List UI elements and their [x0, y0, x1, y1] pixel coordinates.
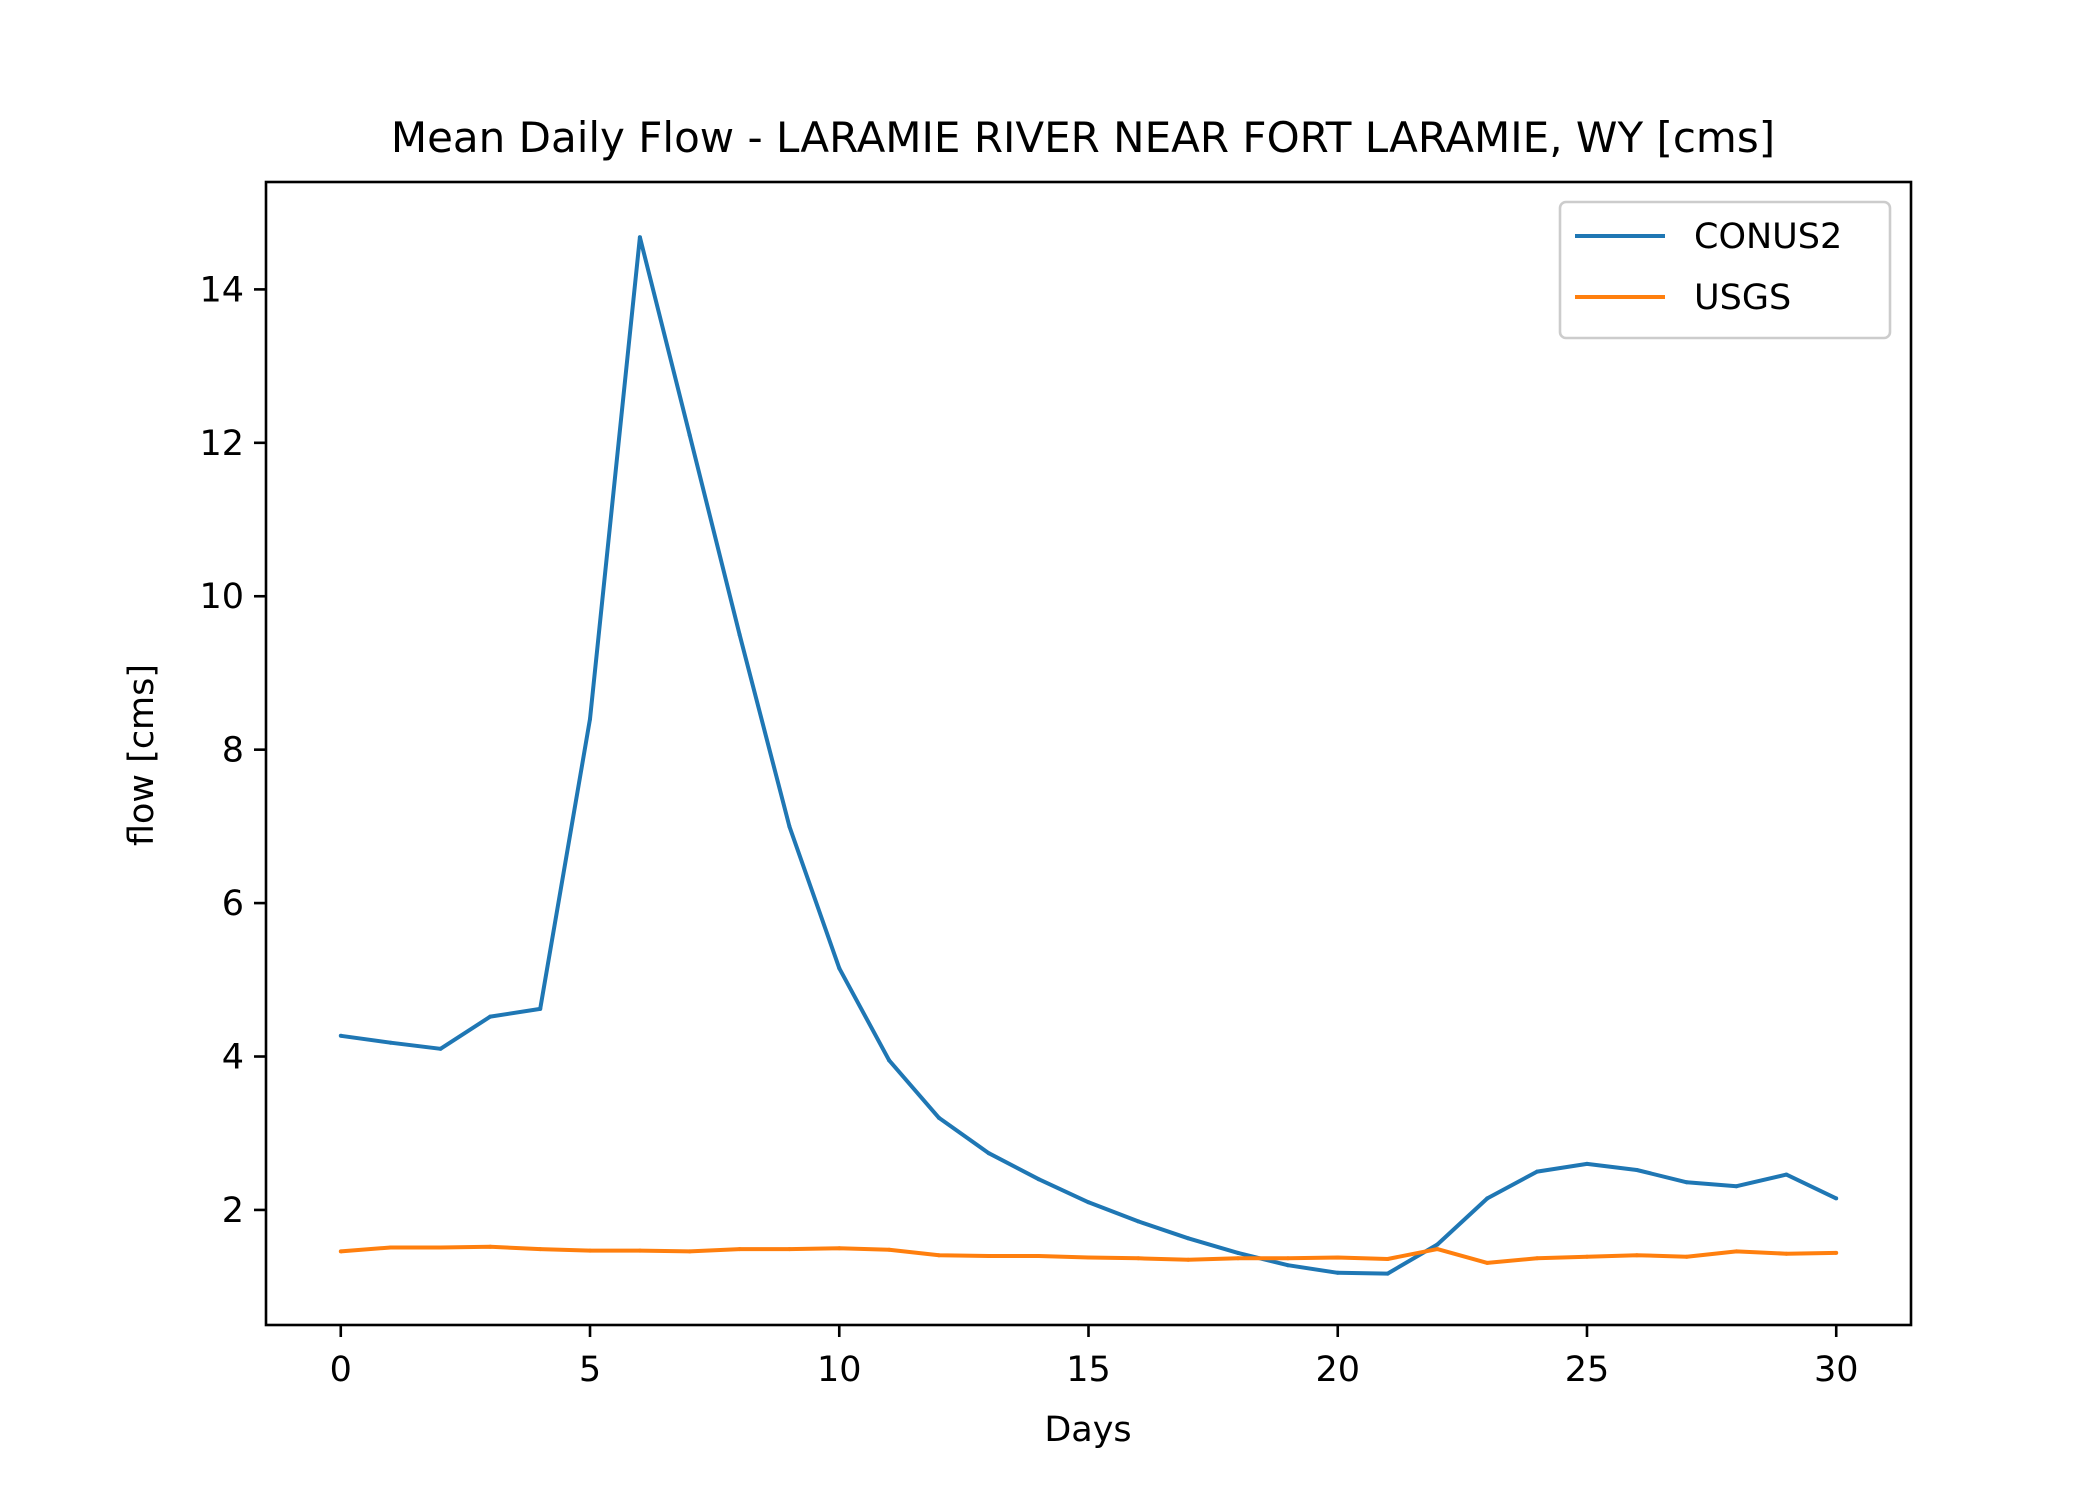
x-axis-ticks: 0 5 10 15 20 25 30: [330, 1325, 1859, 1390]
data-point-conus2-24: [1535, 1169, 1540, 1174]
data-point-conus2-30: [1834, 1196, 1839, 1201]
data-point-usgs-12: [937, 1253, 941, 1258]
y-tick-label-10: 10: [199, 577, 244, 617]
data-point-conus2-7: [687, 433, 692, 438]
data-point-conus2-16: [1136, 1219, 1141, 1224]
data-point-conus2-20: [1335, 1270, 1340, 1275]
x-tick-label-20: 20: [1315, 1350, 1360, 1390]
data-point-usgs-11: [887, 1247, 892, 1252]
data-point-usgs-29: [1784, 1251, 1789, 1256]
data-point-usgs-7: [687, 1249, 692, 1254]
data-point-usgs-18: [1236, 1256, 1240, 1261]
data-point-conus2-6: [637, 235, 642, 240]
data-point-conus2-2: [438, 1046, 443, 1051]
data-point-conus2-28: [1734, 1184, 1739, 1189]
legend-label-usgs: USGS: [1694, 278, 1791, 318]
legend-label-conus2: CONUS2: [1694, 217, 1842, 257]
data-point-conus2-29: [1784, 1172, 1789, 1177]
data-point-conus2-10: [837, 966, 842, 971]
x-axis-label: Days: [1044, 1410, 1131, 1450]
x-tick-label-10: 10: [817, 1350, 862, 1390]
y-tick-label-8: 8: [222, 731, 244, 771]
y-tick-label-6: 6: [222, 884, 244, 924]
data-point-usgs-6: [637, 1248, 642, 1253]
data-point-conus2-25: [1585, 1161, 1589, 1166]
data-point-usgs-9: [787, 1247, 792, 1252]
data-point-usgs-2: [438, 1245, 443, 1250]
data-point-usgs-4: [538, 1247, 543, 1252]
data-point-usgs-0: [338, 1249, 343, 1254]
x-tick-label-30: 30: [1814, 1350, 1859, 1390]
data-point-usgs-21: [1385, 1257, 1390, 1261]
y-tick-label-2: 2: [222, 1191, 244, 1231]
y-tick-label-12: 12: [199, 424, 244, 464]
data-point-conus2-0: [338, 1033, 343, 1038]
x-tick-label-0: 0: [330, 1350, 352, 1390]
data-point-usgs-26: [1634, 1253, 1639, 1258]
data-point-conus2-9: [787, 824, 792, 829]
data-point-conus2-8: [737, 632, 742, 637]
data-point-conus2-11: [887, 1058, 892, 1063]
data-point-conus2-13: [986, 1151, 991, 1156]
x-tick-label-15: 15: [1066, 1350, 1111, 1390]
data-point-conus2-23: [1485, 1196, 1490, 1201]
data-point-usgs-24: [1535, 1256, 1540, 1261]
data-point-usgs-13: [986, 1254, 991, 1258]
y-tick-label-4: 4: [222, 1038, 244, 1078]
data-point-usgs-3: [488, 1244, 493, 1249]
x-tick-label-5: 5: [579, 1350, 601, 1390]
data-point-usgs-28: [1734, 1249, 1739, 1254]
legend: CONUS2 USGS: [1558, 200, 1892, 340]
series-layer: [338, 235, 1839, 1276]
data-point-usgs-25: [1585, 1254, 1589, 1259]
data-point-conus2-22: [1435, 1242, 1440, 1247]
data-point-usgs-15: [1086, 1255, 1091, 1260]
data-point-usgs-10: [837, 1246, 842, 1251]
data-point-conus2-12: [937, 1115, 941, 1120]
y-tick-label-14: 14: [199, 270, 244, 310]
data-point-conus2-21: [1385, 1271, 1390, 1276]
data-point-usgs-5: [588, 1248, 592, 1253]
y-axis-ticks: 2 4 6 8 10 12 14: [199, 270, 266, 1231]
data-point-conus2-17: [1186, 1236, 1191, 1241]
chart-title: Mean Daily Flow - LARAMIE RIVER NEAR FOR…: [391, 113, 1775, 162]
data-point-usgs-27: [1684, 1254, 1689, 1259]
data-point-conus2-15: [1086, 1200, 1091, 1205]
data-point-usgs-22: [1435, 1247, 1440, 1252]
data-point-usgs-20: [1335, 1255, 1340, 1260]
data-point-conus2-3: [488, 1014, 493, 1019]
data-point-conus2-19: [1285, 1263, 1290, 1268]
data-point-conus2-1: [388, 1040, 393, 1045]
data-point-usgs-30: [1834, 1250, 1839, 1255]
data-point-conus2-4: [538, 1006, 543, 1011]
data-point-conus2-14: [1036, 1177, 1041, 1182]
data-point-usgs-8: [737, 1247, 742, 1252]
x-tick-label-25: 25: [1565, 1350, 1610, 1390]
data-point-usgs-14: [1036, 1254, 1041, 1258]
data-point-conus2-26: [1634, 1168, 1639, 1172]
data-point-usgs-19: [1285, 1256, 1290, 1261]
y-axis-label: flow [cms]: [122, 664, 162, 846]
data-point-usgs-1: [388, 1245, 393, 1250]
data-point-conus2-27: [1684, 1180, 1689, 1185]
data-point-conus2-18: [1236, 1250, 1240, 1255]
data-point-conus2-5: [588, 717, 592, 721]
data-point-usgs-16: [1136, 1256, 1141, 1261]
data-point-usgs-17: [1186, 1257, 1191, 1262]
data-point-usgs-23: [1485, 1260, 1490, 1265]
